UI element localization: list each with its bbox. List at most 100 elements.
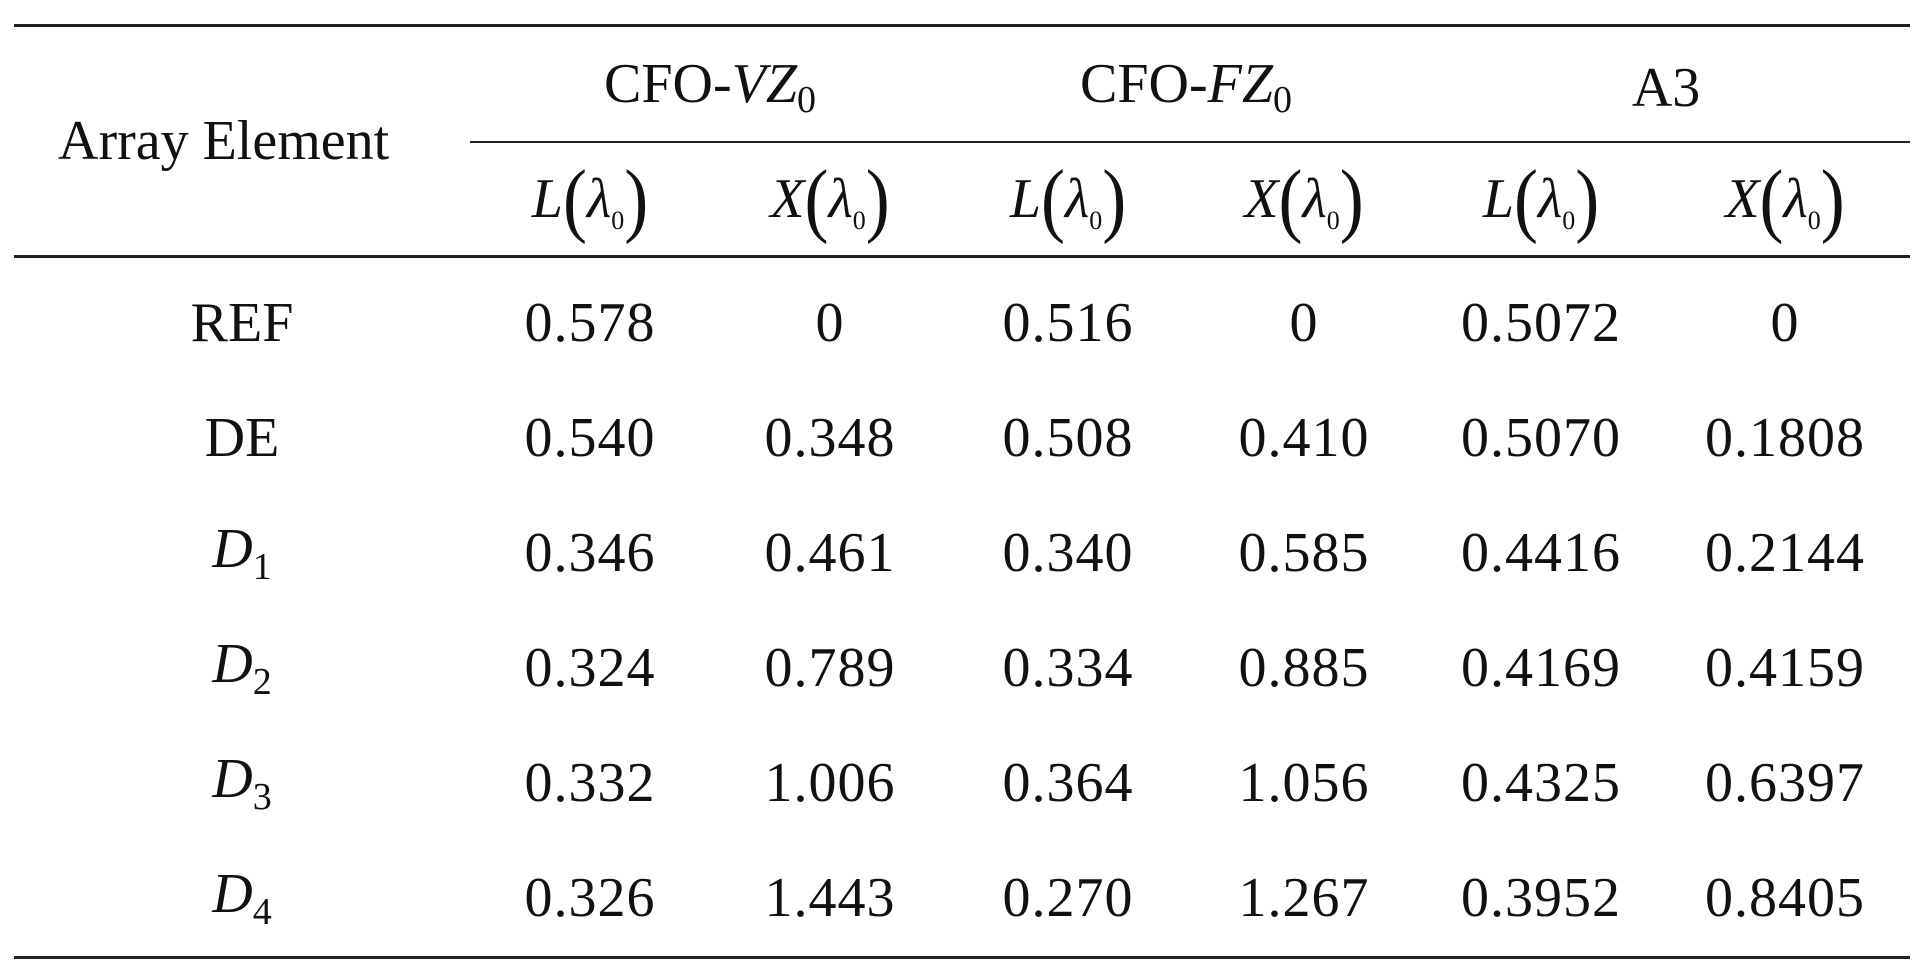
right-paren: ): [865, 152, 890, 245]
table-cell: 0: [815, 292, 845, 354]
right-paren: ): [1575, 152, 1600, 245]
table-cell: 0: [1289, 292, 1319, 354]
row-label: D2: [14, 611, 470, 726]
left-paren: (: [1513, 152, 1538, 245]
subheader-var: X: [1725, 167, 1760, 230]
group-subscript: 0: [796, 79, 816, 122]
subheader-var: L: [531, 167, 563, 230]
left-paren: (: [562, 152, 587, 245]
lambda-subscript: 0: [1326, 205, 1340, 235]
group-subscript: 0: [1273, 79, 1292, 122]
right-paren: ): [1339, 152, 1364, 245]
table-cell: 1.056: [1238, 752, 1370, 814]
group-prefix: CFO-: [604, 53, 732, 116]
table-row: D2 0.324 0.789 0.334 0.885 0.4169 0.4159: [14, 611, 1910, 726]
table-cell: 0.585: [1238, 522, 1370, 584]
lambda-symbol: λ: [828, 167, 853, 230]
subheader-var: X: [770, 167, 805, 230]
table-cell: 0.461: [764, 522, 896, 584]
table-row: REF 0.578 0 0.516 0 0.5072 0: [14, 256, 1910, 381]
lambda-symbol: λ: [586, 167, 612, 230]
lambda-subscript: 0: [1089, 205, 1103, 235]
row-label-subscript: 4: [252, 890, 272, 933]
table-cell: 0.6397: [1705, 752, 1866, 814]
table-cell: 0.516: [1002, 292, 1134, 354]
row-label: D3: [14, 726, 470, 841]
table-row: D3 0.332 1.006 0.364 1.056 0.4325 0.6397: [14, 726, 1910, 841]
table-row: D4 0.326 1.443 0.270 1.267 0.3952 0.8405: [14, 841, 1910, 958]
row-label: D4: [14, 841, 470, 958]
table-cell: 0.326: [524, 867, 656, 929]
table-cell: 0.340: [1002, 522, 1134, 584]
row-label-text: D: [212, 862, 253, 925]
row-label-text: REF: [190, 292, 294, 354]
left-paren: (: [1759, 152, 1784, 245]
lambda-symbol: λ: [1064, 167, 1090, 230]
table-cell: 0.8405: [1705, 867, 1866, 929]
subheader-x-lambda0: X(λ0): [1660, 142, 1910, 257]
table-cell: 0.270: [1002, 867, 1134, 929]
row-label: DE: [14, 381, 470, 496]
table-cell: 0.5070: [1461, 407, 1622, 469]
table-body: REF 0.578 0 0.516 0 0.5072 0 DE 0.540 0.348 0.508 0…: [14, 256, 1911, 958]
group-prefix: CFO-: [1080, 53, 1208, 116]
table-cell: 1.267: [1238, 867, 1370, 929]
table-cell: 0.508: [1002, 407, 1134, 469]
table-cell: 0.540: [524, 407, 656, 469]
row-label-text: D: [212, 632, 253, 695]
row-label-subscript: 2: [252, 660, 272, 703]
table-cell: 1.443: [764, 867, 896, 929]
table-cell: 0: [1770, 292, 1800, 354]
right-paren: ): [624, 152, 649, 245]
array-element-table: Array Element CFO-VZ0 CFO-FZ0 A3 L(λ0) X…: [14, 24, 1911, 959]
row-label-text: D: [212, 747, 253, 810]
right-paren: ): [1102, 152, 1127, 245]
table-cell: 0.4169: [1461, 637, 1622, 699]
row-label: REF: [14, 256, 470, 381]
subheader-var: X: [1244, 167, 1279, 230]
group-header-cfo-vz0: CFO-VZ0: [470, 25, 951, 143]
subheader-var: L: [1482, 167, 1514, 230]
group-variable: VZ: [731, 53, 797, 116]
table-cell: 0.364: [1002, 752, 1134, 814]
left-paren: (: [804, 152, 829, 245]
lambda-subscript: 0: [852, 205, 866, 235]
right-paren: ): [1820, 152, 1845, 245]
table-cell: 0.348: [764, 407, 896, 469]
table-row: DE 0.540 0.348 0.508 0.410 0.5070 0.1808: [14, 381, 1910, 496]
table-cell: 0.885: [1238, 637, 1370, 699]
subheader-x-lambda0: X(λ0): [710, 142, 950, 257]
lambda-symbol: λ: [1537, 167, 1563, 230]
table-row: D1 0.346 0.461 0.340 0.585 0.4416 0.2144: [14, 496, 1910, 611]
lambda-subscript: 0: [1807, 205, 1821, 235]
table-cell: 0.4416: [1461, 522, 1622, 584]
table-cell: 0.789: [764, 637, 896, 699]
left-paren: (: [1040, 152, 1065, 245]
group-label: A3: [1631, 56, 1701, 119]
table-cell: 0.334: [1002, 637, 1134, 699]
group-variable: FZ: [1207, 53, 1273, 116]
row-label-subscript: 1: [252, 545, 272, 588]
lambda-subscript: 0: [1562, 205, 1576, 235]
lambda-subscript: 0: [611, 205, 625, 235]
array-element-table-container: Array Element CFO-VZ0 CFO-FZ0 A3 L(λ0) X…: [14, 24, 1911, 959]
table-cell: 0.1808: [1705, 407, 1866, 469]
subheader-var: L: [1009, 167, 1041, 230]
table-cell: 0.4325: [1461, 752, 1622, 814]
left-paren: (: [1278, 152, 1303, 245]
table-cell: 0.332: [524, 752, 656, 814]
row-header-label: Array Element: [58, 109, 390, 172]
table-cell: 0.410: [1238, 407, 1370, 469]
row-label-subscript: 3: [252, 775, 272, 818]
table-cell: 0.346: [524, 522, 656, 584]
table-cell: 0.4159: [1705, 637, 1866, 699]
table-cell: 0.2144: [1705, 522, 1866, 584]
group-header-cfo-fz0: CFO-FZ0: [950, 25, 1423, 143]
table-cell: 1.006: [764, 752, 896, 814]
row-label-text: DE: [204, 407, 280, 469]
table-cell: 0.578: [524, 292, 656, 354]
lambda-symbol: λ: [1302, 167, 1327, 230]
table-cell: 0.3952: [1461, 867, 1622, 929]
row-label: D1: [14, 496, 470, 611]
table-cell: 0.5072: [1461, 292, 1622, 354]
